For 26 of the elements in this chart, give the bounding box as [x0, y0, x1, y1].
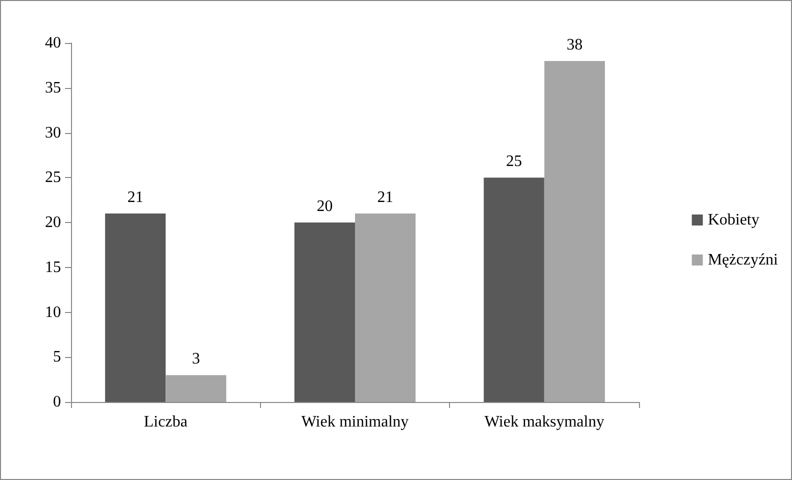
data-label: 25 [506, 153, 522, 170]
y-tick-label: 30 [45, 124, 61, 142]
x-tick-label: Wiek minimalny [301, 414, 409, 430]
y-tick-label: 40 [45, 34, 61, 52]
y-tick-label: 15 [45, 258, 61, 276]
legend-label: Mężczyźni [708, 252, 779, 268]
bar [544, 60, 605, 402]
y-tick-label: 10 [45, 304, 61, 321]
data-label: 20 [316, 198, 333, 215]
y-tick-label: 35 [45, 79, 61, 96]
data-label: 3 [192, 350, 200, 368]
bar [484, 178, 544, 402]
y-tick-label: 0 [53, 394, 61, 410]
data-label: 38 [566, 36, 583, 54]
x-tick-label: Liczba [144, 414, 188, 430]
legend-label: Kobiety [708, 212, 760, 228]
data-label: 21 [377, 189, 394, 206]
y-tick-label: 25 [45, 169, 61, 186]
y-tick-label: 5 [53, 348, 61, 366]
bar [355, 214, 416, 402]
x-tick-label: Wiek maksymalny [484, 414, 604, 430]
bar [166, 375, 226, 402]
bar [294, 222, 355, 402]
data-label: 21 [127, 189, 144, 206]
bar [105, 214, 166, 402]
y-tick-label: 20 [45, 214, 61, 231]
